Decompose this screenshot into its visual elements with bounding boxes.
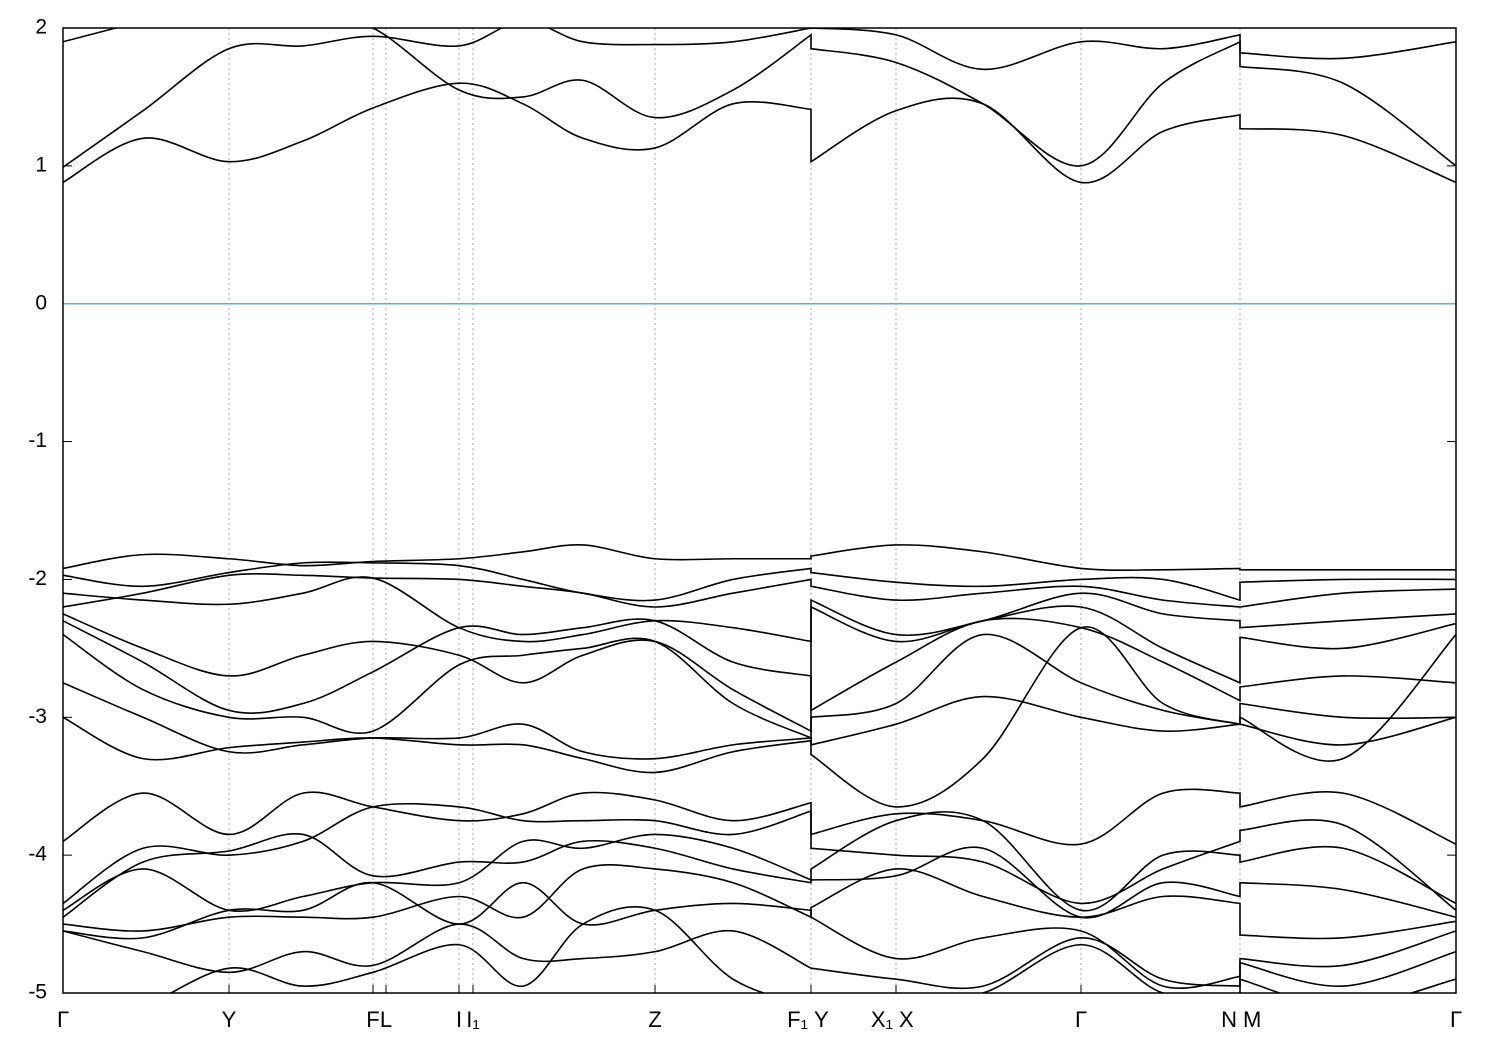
y-tick-label: 0 (35, 291, 47, 314)
y-tick-label: -3 (28, 705, 47, 728)
x-tick-label: Γ (1450, 1007, 1462, 1032)
x-tick-label: I₁ (466, 1007, 480, 1032)
band (63, 617, 1456, 714)
band (63, 864, 1456, 940)
band (63, 811, 1456, 912)
x-tick-label: Z (648, 1007, 661, 1032)
band (63, 802, 1456, 911)
band (63, 576, 1456, 643)
x-tick-label: N (1221, 1007, 1237, 1032)
band (169, 906, 1456, 993)
bands (63, 28, 1456, 993)
x-tick-label: Γ (57, 1007, 69, 1032)
x-tick-label: F (366, 1007, 379, 1032)
band (63, 28, 1456, 167)
plot-frame (62, 27, 1457, 994)
x-tick-label: X₁ (871, 1007, 893, 1032)
x-tick-label: M (1243, 1007, 1261, 1032)
y-tick-label: 2 (35, 16, 47, 39)
x-tick-label: I (456, 1007, 462, 1032)
band (63, 82, 1456, 184)
band (63, 788, 1456, 846)
band (63, 544, 1456, 572)
band (63, 573, 1456, 608)
band (63, 605, 1456, 733)
band (63, 633, 1456, 740)
y-tick-label: -1 (28, 429, 47, 452)
band (63, 682, 1456, 760)
band (63, 28, 1456, 168)
x-tick-label: L (380, 1007, 392, 1032)
y-tick-label: -4 (28, 843, 47, 866)
band (63, 923, 1456, 990)
band (63, 626, 1456, 808)
x-tick-label: F₁ (787, 1007, 808, 1032)
y-tick-label: -5 (28, 981, 47, 1004)
y-tick-label: 1 (35, 153, 47, 176)
band (63, 832, 1456, 919)
x-tick-label: Γ (1075, 1007, 1087, 1032)
band (63, 561, 1456, 602)
band (63, 881, 1456, 989)
x-tick-label: Y (814, 1007, 829, 1032)
x-tick-label: Y (222, 1007, 237, 1032)
y-tick-label: -2 (28, 567, 47, 590)
x-tick-label: X (899, 1007, 914, 1032)
